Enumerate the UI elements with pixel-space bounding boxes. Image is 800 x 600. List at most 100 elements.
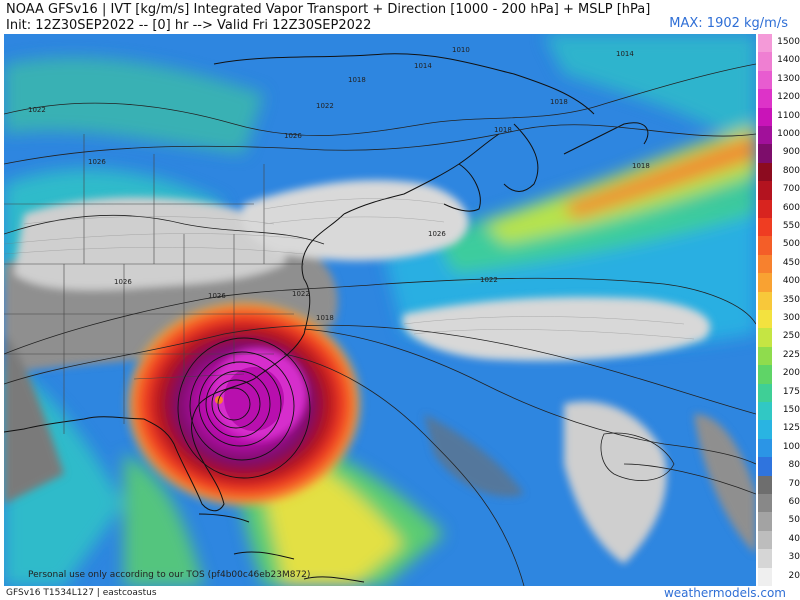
model-info: GFSv16 T1534L127 | eastcoastus	[6, 588, 157, 598]
legend-swatch	[758, 52, 772, 71]
legend-label: 550	[782, 221, 800, 231]
legend-item: 175	[756, 383, 800, 402]
legend-swatch	[758, 162, 772, 182]
max-value-label: MAX: 1902 kg/m/s	[669, 16, 788, 31]
legend-label: 350	[782, 294, 800, 305]
isobars	[4, 63, 756, 586]
legend-item: 400	[756, 273, 800, 292]
ivt-contours	[4, 198, 695, 340]
legend-swatch	[758, 34, 772, 53]
legend-label: 250	[782, 331, 800, 342]
legend-item: 50	[756, 512, 800, 531]
legend-item: 150	[756, 402, 800, 421]
legend-label: 450	[782, 257, 800, 268]
legend-item: 1000	[756, 126, 800, 145]
map-title: NOAA GFSv16 | IVT [kg/m/s] Integrated Va…	[6, 2, 651, 17]
tos-notice: Personal use only according to our TOS (…	[28, 570, 311, 580]
legend-item: 225	[756, 346, 800, 366]
legend-swatch	[758, 365, 772, 384]
legend-label: 150	[782, 405, 800, 415]
legend-swatch	[758, 254, 772, 274]
isobar-label: 1026	[208, 292, 226, 300]
header: NOAA GFSv16 | IVT [kg/m/s] Integrated Va…	[0, 0, 800, 34]
legend-label: 700	[782, 184, 800, 195]
isobar-label: 1014	[414, 62, 432, 70]
legend-item: 1500	[756, 34, 800, 53]
legend-swatch	[758, 383, 772, 402]
legend-label: 50	[788, 515, 800, 526]
legend-swatch	[758, 494, 772, 513]
legend-item: 20	[756, 567, 800, 586]
legend-label: 1000	[777, 129, 800, 139]
legend-item: 900	[756, 144, 800, 163]
isobar-label: 1026	[88, 158, 106, 166]
legend-label: 800	[782, 165, 800, 176]
legend-swatch	[758, 438, 772, 458]
legend-swatch	[758, 457, 772, 476]
legend-item: 100	[756, 438, 800, 458]
legend-item: 600	[756, 199, 800, 218]
legend-item: 700	[756, 181, 800, 200]
legend-item: 1300	[756, 70, 800, 90]
legend-swatch	[758, 199, 772, 218]
legend-swatch	[758, 89, 772, 108]
isobar-label: 1022	[316, 102, 334, 110]
map-canvas: 1010 1014 1014 1018 1018 1022 1026 1026 …	[4, 34, 756, 586]
legend-label: 1400	[777, 55, 800, 66]
legend-label: 200	[782, 368, 800, 379]
ivt-map[interactable]: 1010 1014 1014 1018 1018 1022 1026 1026 …	[4, 34, 756, 586]
ivt-legend: 1500 1400 1300 1200 1100 1000 900 800 700 600 550 5…	[756, 34, 800, 586]
legend-item: 550	[756, 218, 800, 237]
isobar-label: 1018	[550, 98, 568, 106]
legend-swatch	[758, 346, 772, 366]
legend-label: 1300	[777, 73, 800, 84]
legend-item: 350	[756, 291, 800, 310]
isobar-label: 1022	[292, 290, 310, 298]
legend-label: 600	[782, 202, 800, 213]
site-link[interactable]: weathermodels.com	[663, 586, 786, 600]
legend-label: 1500	[777, 37, 800, 47]
legend-label: 100	[782, 441, 800, 452]
legend-item: 60	[756, 494, 800, 513]
legend-swatch	[758, 291, 772, 310]
legend-swatch	[758, 310, 772, 329]
legend-item: 500	[756, 236, 800, 255]
legend-label: 300	[782, 313, 800, 323]
isobar-label: 1010	[452, 46, 470, 54]
legend-swatch	[758, 181, 772, 200]
isobar-label: 1026	[114, 278, 132, 286]
isobar-label: 1026	[428, 230, 446, 238]
legend-swatch	[758, 144, 772, 163]
legend-item: 250	[756, 328, 800, 347]
legend-swatch	[758, 567, 772, 586]
legend-item: 300	[756, 310, 800, 329]
isobar-label: 1018	[632, 162, 650, 170]
legend-swatch	[758, 273, 772, 292]
coastlines	[4, 53, 649, 583]
legend-swatch	[758, 107, 772, 126]
legend-label: 20	[788, 570, 800, 581]
legend-swatch	[758, 328, 772, 347]
legend-label: 40	[788, 533, 800, 544]
legend-label: 60	[788, 497, 800, 507]
legend-label: 70	[788, 478, 800, 489]
legend-swatch	[758, 218, 772, 237]
legend-item: 1100	[756, 107, 800, 126]
legend-item: 80	[756, 457, 800, 476]
legend-swatch	[758, 512, 772, 531]
legend-label: 400	[782, 276, 800, 287]
legend-label: 125	[782, 423, 800, 434]
isobar-label: 1018	[348, 76, 366, 84]
legend-swatch	[758, 402, 772, 421]
legend-label: 900	[782, 147, 800, 158]
legend-item: 800	[756, 162, 800, 182]
legend-item: 200	[756, 365, 800, 384]
legend-item: 30	[756, 549, 800, 568]
legend-label: 30	[788, 552, 800, 563]
legend-item: 450	[756, 254, 800, 274]
legend-swatch	[758, 420, 772, 439]
legend-swatch	[758, 126, 772, 145]
legend-label: 500	[782, 239, 800, 250]
legend-swatch	[758, 530, 772, 550]
map-valid-time: Init: 12Z30SEP2022 -- [0] hr --> Valid F…	[6, 18, 372, 33]
